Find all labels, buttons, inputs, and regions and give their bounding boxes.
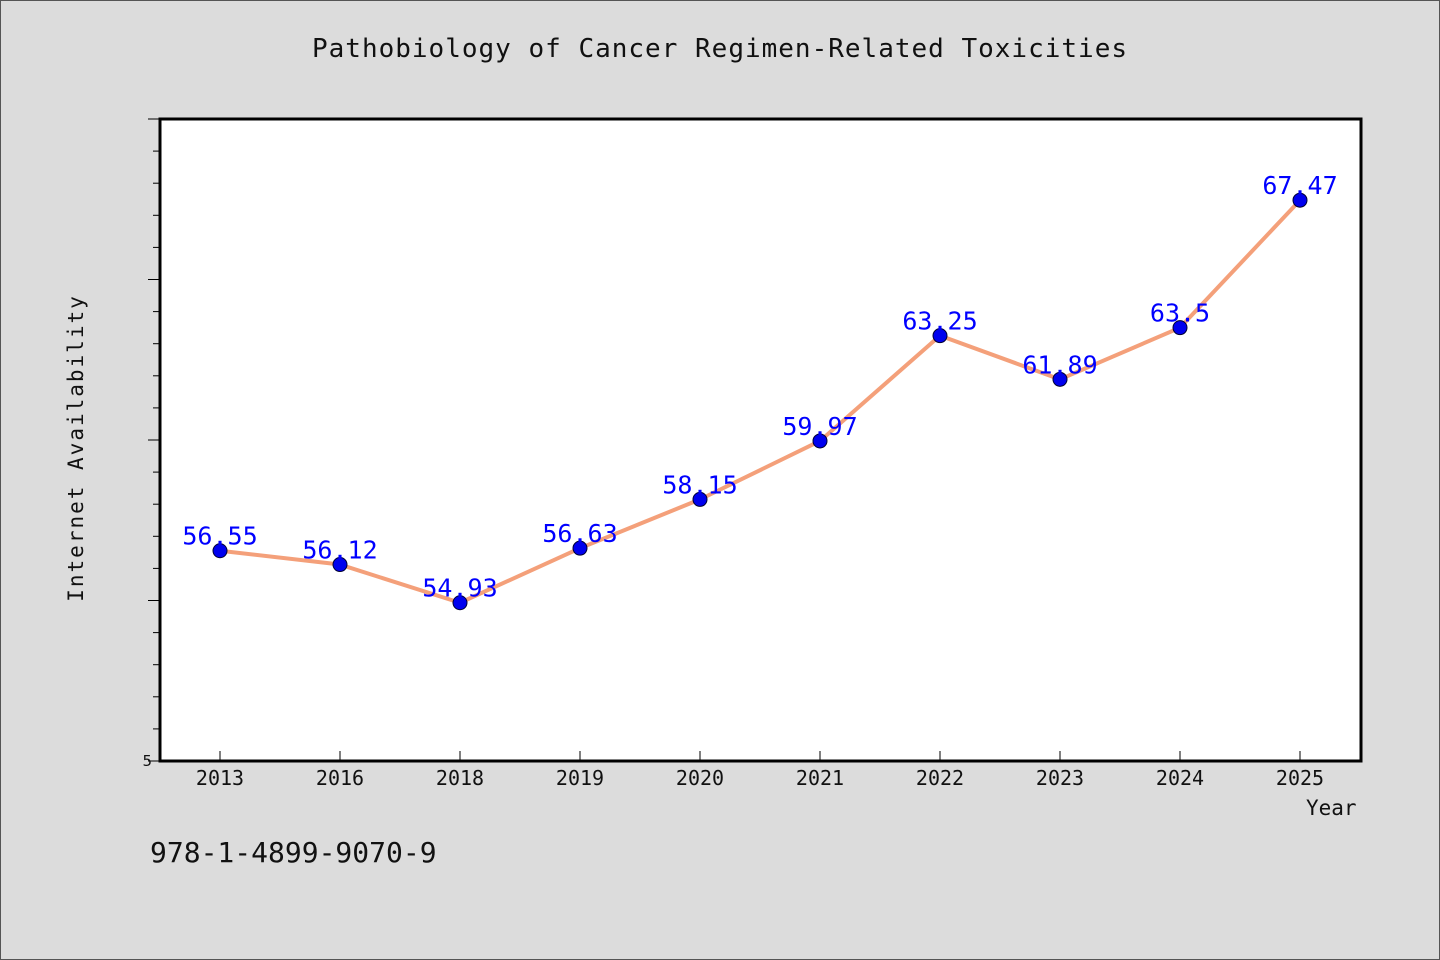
data-point bbox=[932, 328, 948, 344]
data-point bbox=[1172, 320, 1188, 336]
data-label: 54.93 bbox=[422, 574, 497, 603]
data-point bbox=[1292, 192, 1308, 208]
x-tick-label: 2025 bbox=[1276, 766, 1324, 790]
y-tick-label: 5 bbox=[142, 752, 152, 770]
chart-title: Pathobiology of Cancer Regimen-Related T… bbox=[311, 34, 1128, 64]
data-label: 63.25 bbox=[902, 307, 977, 336]
data-label: 56.63 bbox=[542, 519, 617, 548]
x-tick-label: 2022 bbox=[916, 766, 964, 790]
x-tick-label: 2016 bbox=[316, 766, 364, 790]
data-label: 56.55 bbox=[182, 522, 257, 551]
data-label: 58.15 bbox=[662, 470, 737, 499]
data-point bbox=[212, 543, 228, 559]
isbn-footnote: 978-1-4899-9070-9 bbox=[150, 836, 437, 869]
plot-area bbox=[158, 117, 1363, 763]
x-tick-label: 2020 bbox=[676, 766, 724, 790]
x-tick-label: 2013 bbox=[196, 766, 244, 790]
x-tick-label: 2024 bbox=[1156, 766, 1204, 790]
x-axis-label: Year bbox=[1306, 796, 1357, 820]
data-point bbox=[1052, 371, 1068, 387]
x-tick-label: 2018 bbox=[436, 766, 484, 790]
data-point bbox=[572, 540, 588, 556]
data-label: 63.5 bbox=[1150, 299, 1210, 328]
data-label: 59.97 bbox=[782, 412, 857, 441]
y-axis-ticks: 5 bbox=[142, 118, 160, 770]
data-point bbox=[812, 433, 828, 449]
data-point bbox=[332, 557, 348, 573]
data-label: 56.12 bbox=[302, 536, 377, 565]
series-group: 56.55 56.12 54.93 56.63 58.15 59.97 63.25 61.89… bbox=[182, 171, 1338, 611]
x-tick-label: 2021 bbox=[796, 766, 844, 790]
data-point bbox=[692, 491, 708, 507]
series-line bbox=[219, 198, 1302, 605]
x-axis-ticks: 2013 2016 2018 2019 2020 2021 2022 2023 2024 2025 bbox=[196, 751, 1324, 790]
x-tick-label: 2019 bbox=[556, 766, 604, 790]
data-point bbox=[452, 595, 468, 611]
data-label: 67.47 bbox=[1262, 171, 1337, 200]
x-tick-label: 2023 bbox=[1036, 766, 1084, 790]
data-label: 61.89 bbox=[1022, 350, 1097, 379]
